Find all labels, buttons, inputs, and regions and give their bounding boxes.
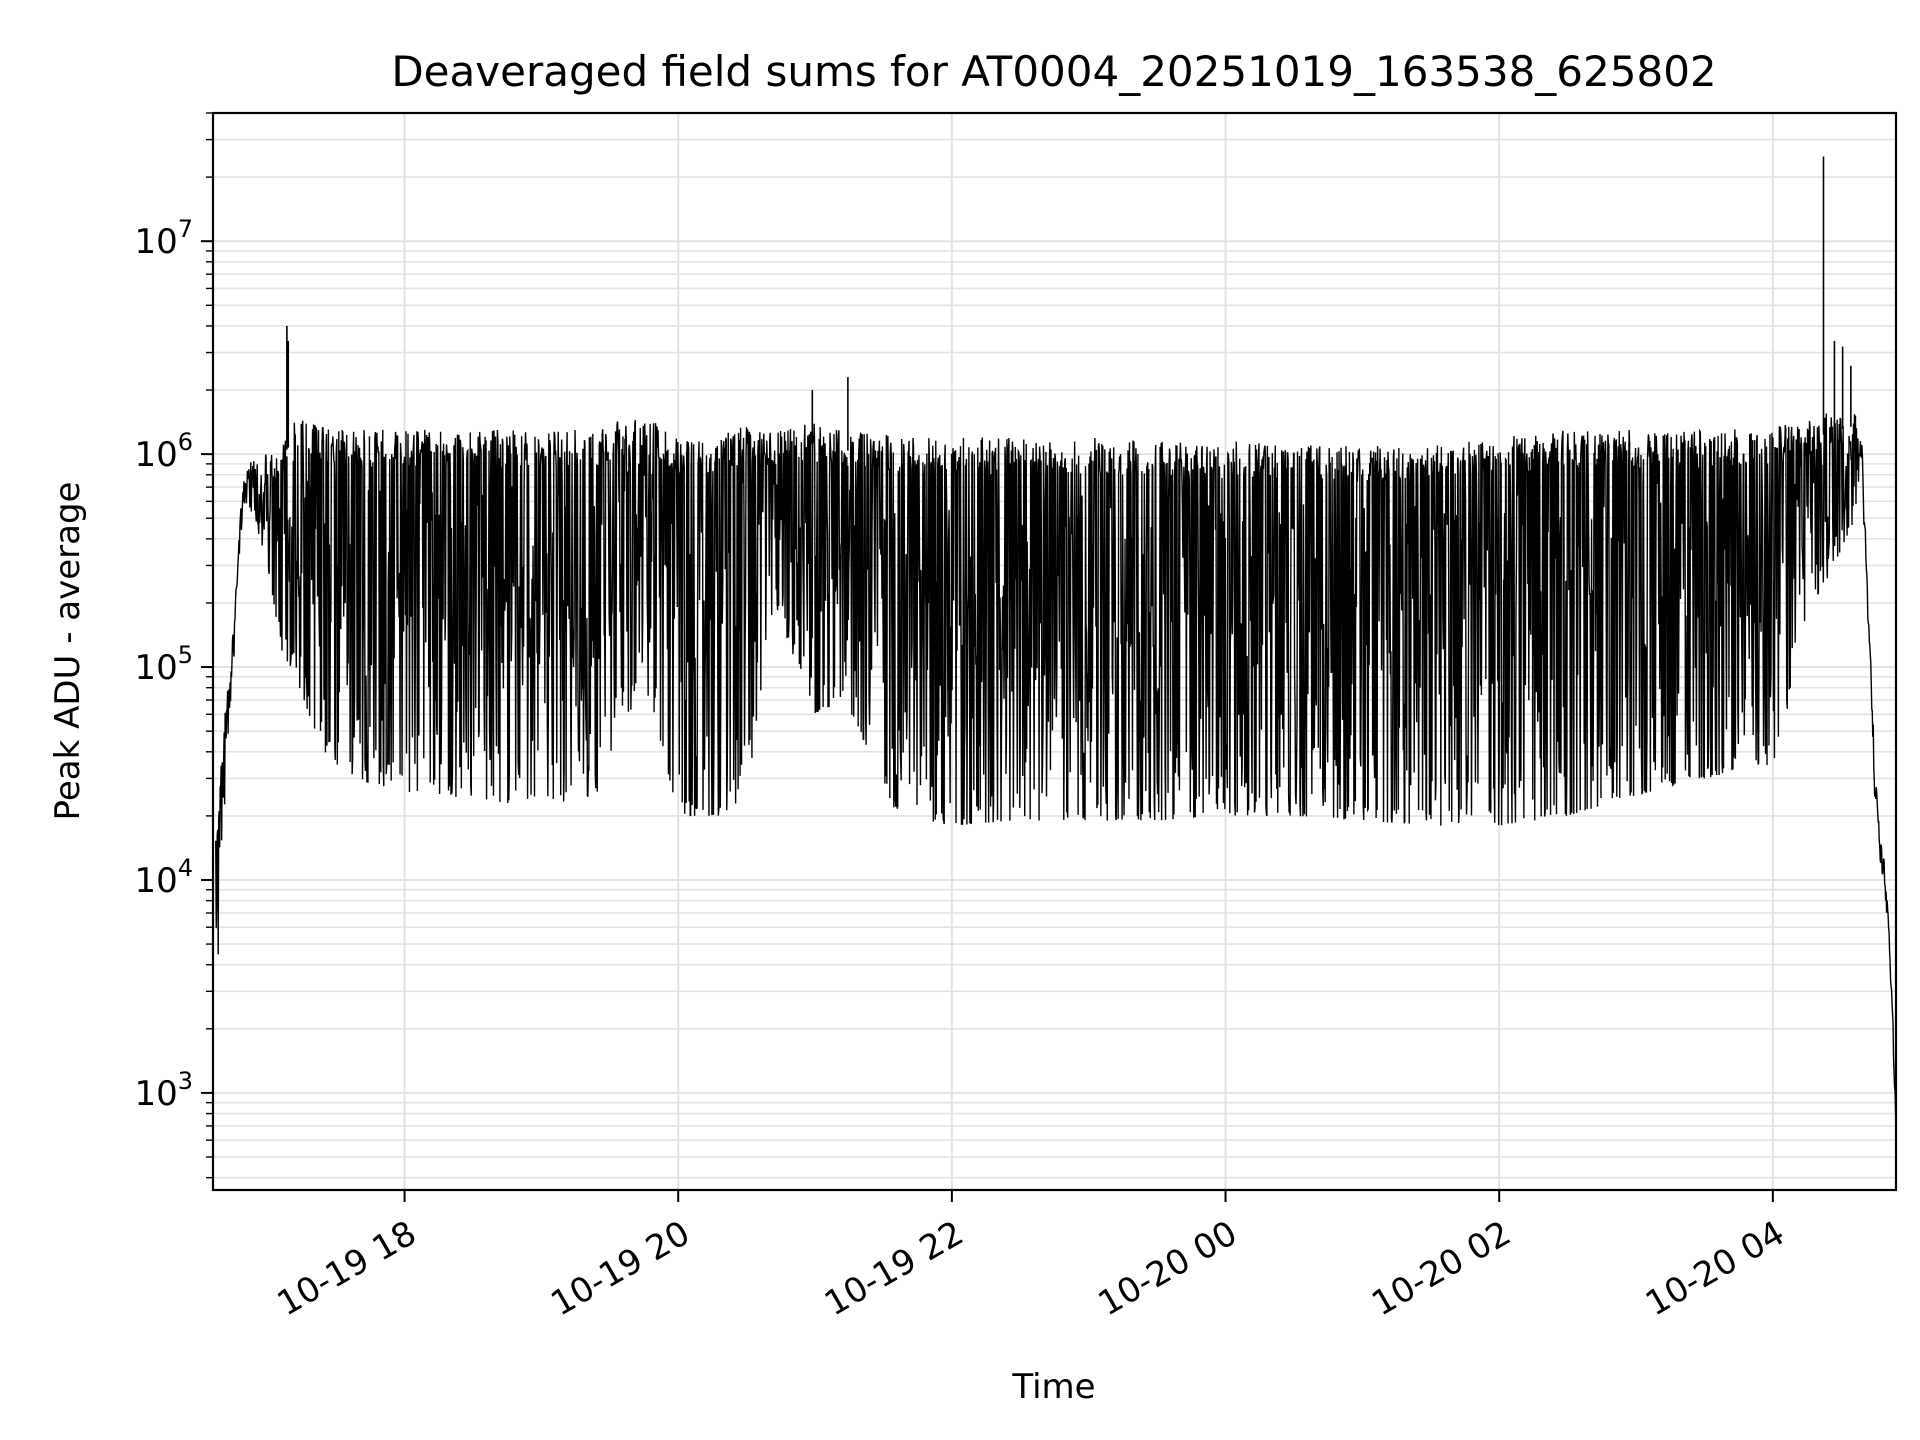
y-tick-label: 103: [134, 1067, 193, 1114]
trace-layer: [215, 156, 1897, 1124]
y-tick-label: 107: [134, 215, 193, 262]
x-tick-label: 10-20 02: [1365, 1213, 1517, 1324]
y-axis-label: Peak ADU - average: [48, 482, 88, 821]
x-tick-label: 10-19 18: [271, 1213, 423, 1324]
y-tick-label: 105: [134, 641, 193, 688]
x-tick-label: 10-19 20: [544, 1213, 696, 1324]
y-tick-label: 104: [134, 854, 193, 901]
x-axis-label: Time: [1011, 1367, 1095, 1407]
x-tick-label: 10-19 22: [818, 1213, 970, 1324]
chart-title: Deaveraged field sums for AT0004_2025101…: [391, 47, 1716, 96]
plot-frame: [211, 111, 1898, 1192]
series-line: [215, 413, 1897, 1124]
y-tick-label: 106: [134, 428, 193, 475]
x-tick-label: 10-20 04: [1639, 1213, 1791, 1324]
x-tick-label: 10-20 00: [1092, 1213, 1244, 1324]
